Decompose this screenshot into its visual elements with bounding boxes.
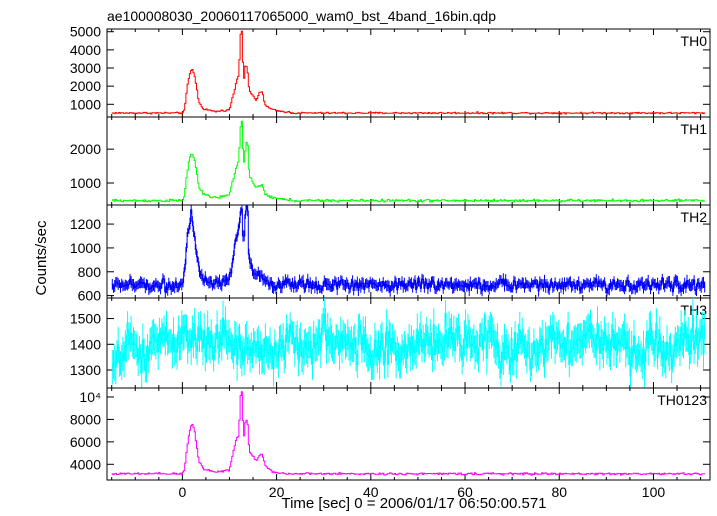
x-tick-label: 60 — [457, 484, 473, 500]
y-tick-label: 1000 — [70, 240, 101, 256]
y-tick-label: 1400 — [70, 336, 101, 352]
panel-frame — [106, 387, 711, 481]
panel-th0123: 4000 6000 8000 10⁴ TH0123 — [70, 387, 711, 481]
panel-label: TH3 — [681, 302, 708, 318]
y-tick-label: 8000 — [70, 411, 101, 427]
x-tick-label: 40 — [363, 484, 379, 500]
series-line-th2 — [111, 205, 706, 293]
panel-label: TH0123 — [657, 392, 707, 408]
y-tick-label: 10⁴ — [79, 389, 101, 405]
x-axis-label: Time [sec] 0 = 2006/01/17 06:50:00.571 — [281, 495, 546, 512]
x-tick-label: 0 — [178, 484, 186, 500]
y-tick-label: 4000 — [70, 456, 101, 472]
series-line-th1 — [111, 120, 706, 203]
y-tick-label: 1000 — [70, 175, 101, 191]
series-line-th3 — [111, 312, 706, 377]
y-tick-label: 3000 — [70, 60, 101, 76]
x-tick-label: 100 — [642, 484, 666, 500]
y-tick-label: 800 — [78, 264, 102, 280]
y-tick-label: 2000 — [70, 141, 101, 157]
y-axis-label: Counts/sec — [33, 220, 50, 296]
y-tick-label: 2000 — [70, 78, 101, 94]
y-tick-label: 1000 — [70, 96, 101, 112]
y-tick-label: 5000 — [70, 24, 101, 40]
panel-th2: 600 800 1000 1200 TH2 — [70, 204, 711, 304]
x-tick-label: 80 — [551, 484, 567, 500]
chart-title: ae100008030_20060117065000_wam0_bst_4ban… — [107, 8, 496, 24]
y-tick-label: 1500 — [70, 311, 101, 327]
series-line-th0 — [111, 30, 706, 115]
panel-frame — [106, 28, 711, 118]
panel-th3: 1300 1400 1500 TH3 — [70, 297, 711, 389]
panel-label: TH1 — [681, 121, 708, 137]
y-tick-label: 600 — [78, 288, 102, 304]
panel-label: TH2 — [681, 209, 708, 225]
panel-label: TH0 — [681, 33, 708, 49]
series-line-th0123 — [111, 391, 706, 476]
y-tick-label: 1300 — [70, 362, 101, 378]
x-tick-label: 20 — [269, 484, 285, 500]
panel-frame — [106, 116, 711, 206]
y-tick-label: 1200 — [70, 216, 101, 232]
y-tick-label: 4000 — [70, 42, 101, 58]
panel-th0: 1000 2000 3000 4000 5000 TH0 — [70, 24, 711, 118]
y-tick-label: 6000 — [70, 434, 101, 450]
panel-th1: 1000 2000 TH1 — [70, 116, 711, 206]
panels-group: 10002000300040005000TH010002000TH1600800… — [70, 24, 711, 500]
